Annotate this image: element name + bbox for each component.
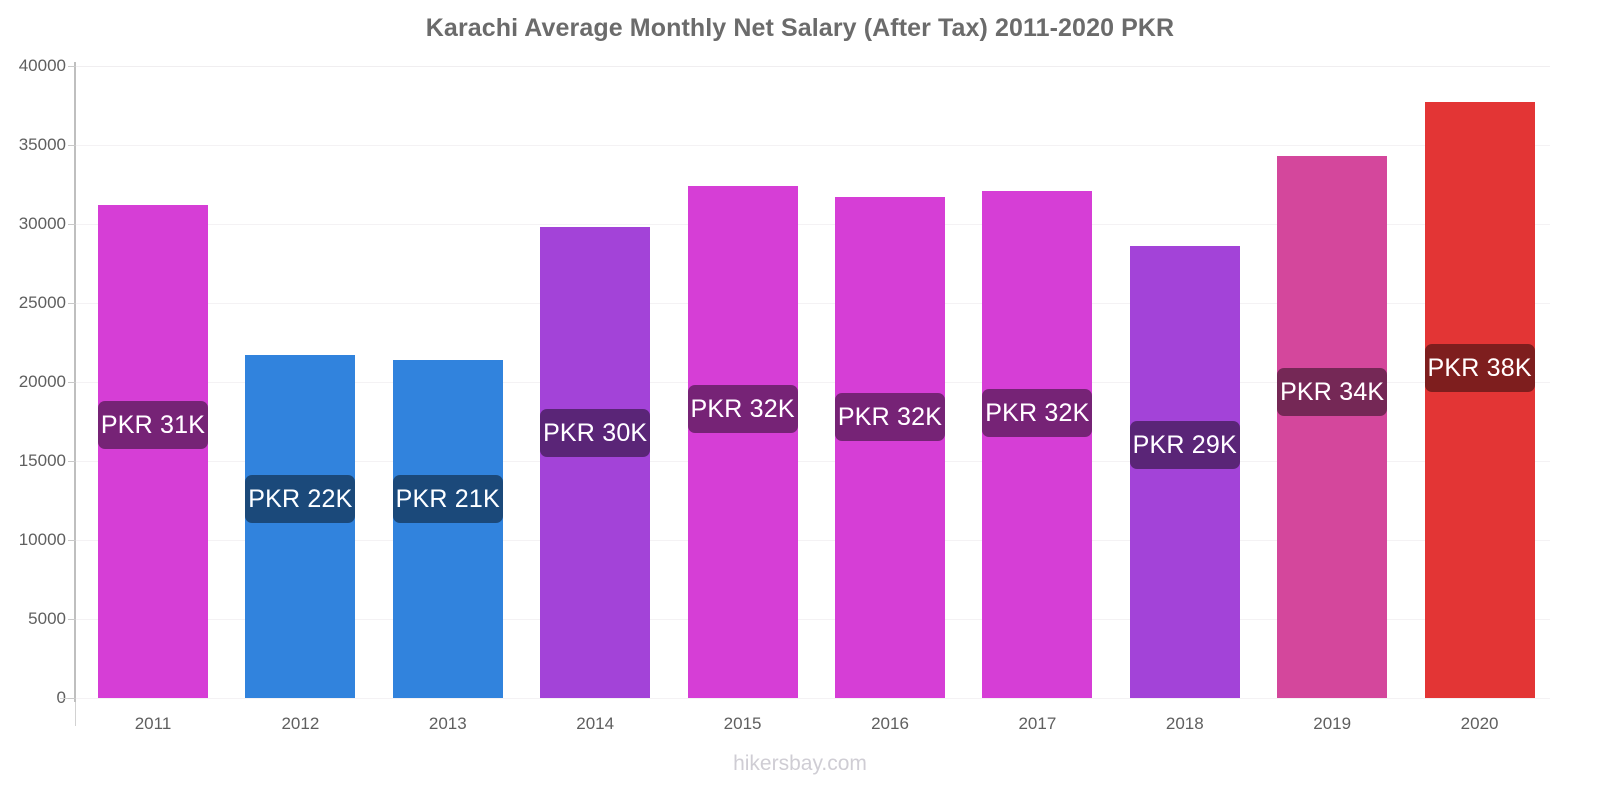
- data-label-pill-2019: PKR 34K: [1277, 368, 1388, 416]
- x-tick-label-2012: 2012: [281, 714, 320, 733]
- y-tick-mark-5000: [68, 619, 76, 620]
- x-tick-label-2011: 2011: [134, 714, 172, 733]
- plot-area: [76, 66, 1550, 699]
- gridline-5000: [76, 619, 1550, 620]
- y-tick-label-15000: 15000: [18, 451, 66, 470]
- data-label-text-2014: PKR 30K: [543, 418, 648, 447]
- y-tick-label-25000: 25000: [18, 293, 66, 312]
- data-label-pill-2018: PKR 29K: [1129, 421, 1240, 469]
- bar-2017[interactable]: [982, 190, 1093, 698]
- bar-2013[interactable]: [392, 359, 503, 698]
- axis-origin-stub: [75, 702, 76, 726]
- y-tick-mark-10000: [68, 540, 76, 541]
- data-label-pill-2013: PKR 21K: [392, 475, 503, 523]
- y-tick-label-10000: 10000: [18, 530, 66, 549]
- bar-2016[interactable]: [835, 197, 945, 698]
- data-label-pill-2011: PKR 31K: [97, 401, 209, 449]
- y-tick-mark-40000: [68, 66, 76, 67]
- data-label-pill-2012: PKR 22K: [245, 475, 356, 523]
- bar-2020[interactable]: [1424, 102, 1535, 698]
- data-label-text-2019: PKR 34K: [1280, 377, 1385, 406]
- y-tick-label-30000: 30000: [18, 214, 66, 233]
- data-label-text-2015: PKR 32K: [690, 394, 795, 423]
- y-tick-label-5000: 5000: [28, 609, 66, 628]
- y-tick-label-35000: 35000: [18, 135, 66, 154]
- y-tick-label-0: 0: [57, 688, 66, 708]
- data-label-text-2018: PKR 29K: [1132, 430, 1237, 459]
- y-tick-mark-0: [68, 698, 76, 699]
- x-tick-label-2013: 2013: [428, 714, 467, 733]
- data-label-text-2011: PKR 31K: [100, 410, 206, 439]
- gridline-30000: [76, 224, 1550, 225]
- y-tick-mark-15000: [68, 461, 76, 462]
- y-tick-label-20000: 20000: [18, 372, 66, 391]
- y-tick-mark-35000: [68, 145, 76, 146]
- gridline-20000: [76, 382, 1550, 383]
- data-label-pill-2014: PKR 30K: [540, 409, 651, 457]
- bar-2014[interactable]: [540, 227, 651, 698]
- bar-2018[interactable]: [1129, 246, 1240, 698]
- y-tick-label-40000: 40000: [18, 56, 66, 75]
- data-label-text-2020: PKR 38K: [1427, 353, 1532, 382]
- y-tick-mark-30000: [68, 224, 76, 225]
- data-label-text-2016: PKR 32K: [837, 402, 943, 431]
- gridline-15000: [76, 461, 1550, 462]
- bar-2011[interactable]: [98, 205, 208, 698]
- data-label-pill-2020: PKR 38K: [1424, 344, 1535, 392]
- x-tick-label-2019: 2019: [1313, 714, 1352, 733]
- data-label-pill-2017: PKR 32K: [982, 389, 1093, 437]
- footer-credit: hikersbay.com: [733, 752, 867, 775]
- x-tick-label-2014: 2014: [576, 714, 615, 733]
- y-tick-mark-20000: [68, 382, 76, 383]
- chart-title: Karachi Average Monthly Net Salary (Afte…: [425, 14, 1175, 42]
- x-tick-label-2020: 2020: [1460, 714, 1499, 733]
- x-tick-label-2017: 2017: [1018, 714, 1057, 733]
- data-label-text-2012: PKR 22K: [248, 484, 353, 513]
- data-label-pill-2015: PKR 32K: [687, 385, 798, 433]
- y-tick-mark-25000: [68, 303, 76, 304]
- data-label-text-2013: PKR 21K: [395, 484, 500, 513]
- data-label-pill-2016: PKR 32K: [834, 393, 946, 441]
- x-tick-label-2015: 2015: [723, 714, 762, 733]
- data-label-text-2017: PKR 32K: [985, 398, 1090, 427]
- y-axis-tick-labels: 0 5000 10000 15000 20000 25000 30000 35000 40000: [0, 0, 66, 800]
- x-tick-label-2018: 2018: [1165, 714, 1204, 733]
- gridline-40000: [76, 66, 1550, 67]
- x-tick-label-2016: 2016: [871, 714, 909, 733]
- bar-2019[interactable]: [1277, 156, 1388, 698]
- bar-2012[interactable]: [245, 355, 356, 698]
- gridline-10000: [76, 540, 1550, 541]
- gridline-35000: [76, 145, 1550, 146]
- gridline-25000: [76, 303, 1550, 304]
- gridline-0: [76, 698, 1550, 699]
- bar-2015[interactable]: [687, 186, 798, 698]
